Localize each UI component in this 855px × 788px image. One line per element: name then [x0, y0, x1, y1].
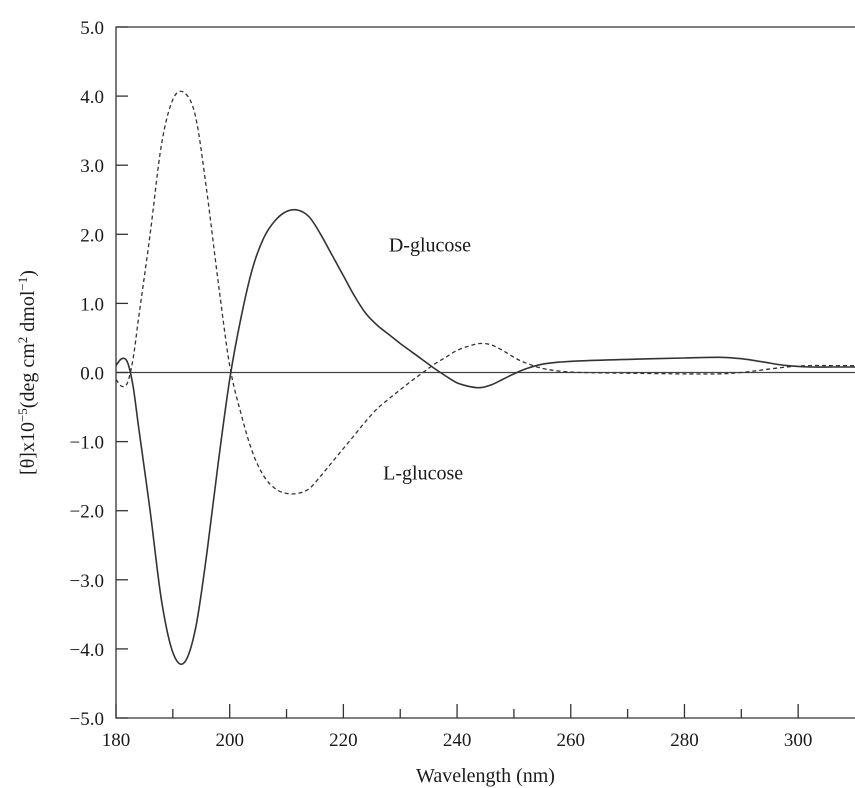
curve-annotations: D-glucose L-glucose — [383, 235, 471, 485]
y-label-part-2: (deg cm — [17, 343, 39, 408]
y-label-part-4: ) — [17, 270, 39, 277]
y-label-part-1: [θ]x10 — [17, 422, 39, 475]
y-tick-label: −5.0 — [70, 709, 104, 730]
x-axis-ticks: 180 200 220 240 260 280 300 — [102, 704, 813, 751]
y-label-part-3: dmol — [17, 290, 39, 337]
x-tick-label: 220 — [329, 730, 358, 751]
y-label-exp-3: −1 — [15, 277, 30, 291]
y-tick-label: −4.0 — [70, 640, 104, 661]
y-tick-label: 1.0 — [80, 294, 104, 315]
series-lines — [115, 90, 855, 666]
series-line-l-glucose — [115, 90, 855, 495]
series-line-d-glucose — [115, 208, 855, 666]
y-axis-label: [θ]x10−5(deg cm2 dmol−1) — [15, 270, 40, 475]
x-tick-label: 300 — [784, 730, 813, 751]
x-tick-label: 200 — [215, 730, 244, 751]
y-axis-ticks: −5.0 −4.0 −3.0 −2.0 −1.0 0.0 1.0 2.0 3.0 4.0 5.0 — [70, 18, 128, 730]
y-tick-label: 0.0 — [80, 364, 104, 385]
x-tick-label: 240 — [443, 730, 472, 751]
x-tick-label: 260 — [557, 730, 586, 751]
y-tick-label: −1.0 — [70, 433, 104, 454]
x-tick-label: 280 — [670, 730, 699, 751]
y-tick-label: 5.0 — [80, 18, 104, 39]
annotation-d-glucose: D-glucose — [389, 235, 471, 257]
y-tick-label: 2.0 — [80, 225, 104, 246]
y-label-exp-1: −5 — [15, 408, 30, 422]
y-tick-label: 3.0 — [80, 156, 104, 177]
y-tick-label: −2.0 — [70, 502, 104, 523]
x-axis-label: Wavelength (nm) — [416, 765, 555, 787]
x-tick-label: 180 — [102, 730, 131, 751]
annotation-l-glucose: L-glucose — [383, 463, 463, 485]
y-tick-label: −3.0 — [70, 571, 104, 592]
y-tick-label: 4.0 — [80, 87, 104, 108]
y-label-exp-2: 2 — [15, 337, 30, 344]
